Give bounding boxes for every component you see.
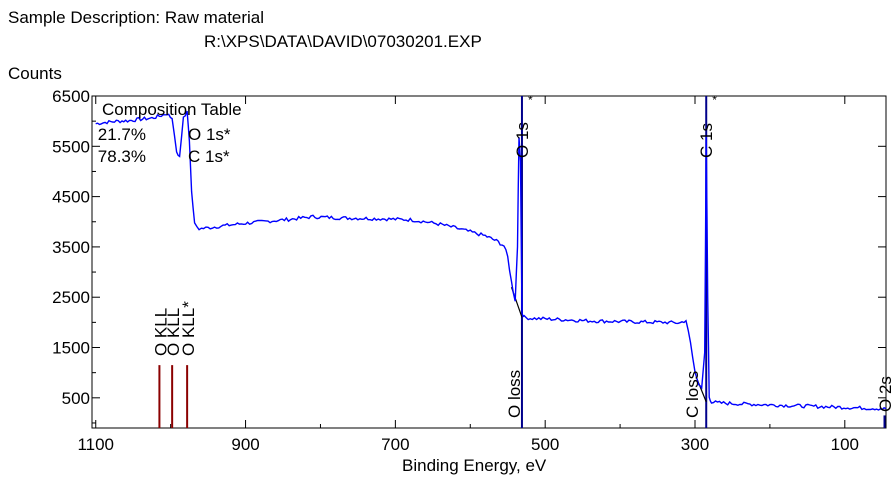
peak-label-o2s: O 2s: [876, 376, 892, 412]
sample-description: Sample Description: Raw material: [8, 8, 265, 27]
peak-markers: [158, 96, 886, 428]
series-group: [95, 110, 887, 411]
y-tick-label: 500: [62, 389, 90, 408]
y-tick-label: 2500: [52, 288, 90, 307]
composition-percent: 21.7%: [98, 125, 146, 144]
file-path: R:\XPS\DATA\DAVID\07030201.EXP: [204, 32, 482, 51]
auger-label: O KLL: [151, 308, 170, 356]
peak-label-c1s: C 1s: [697, 123, 716, 158]
y-axis-label: Counts: [8, 64, 62, 83]
y-tick-label: 1500: [52, 339, 90, 358]
composition-element: C 1s*: [188, 147, 230, 166]
y-tick-label: 4500: [52, 188, 90, 207]
y-tick-label: 6500: [52, 87, 90, 106]
x-axis-label: Binding Energy, eV: [402, 456, 547, 475]
plot-border: [91, 95, 887, 429]
x-tick-label: 1100: [77, 435, 114, 454]
asterisk-mark: *: [528, 93, 533, 107]
y-tick-label: 5500: [52, 137, 90, 156]
peak-label-o1s: O 1s: [513, 122, 532, 158]
x-tick-label: 700: [381, 435, 409, 454]
x-axis: 1100 900 700 500 300 100: [77, 96, 859, 454]
peak-label-c-loss: C loss: [683, 371, 702, 418]
x-tick-label: 100: [831, 435, 859, 454]
composition-title: Composition Table: [102, 100, 242, 119]
peak-label-o-loss: O loss: [505, 370, 524, 418]
x-tick-label: 500: [531, 435, 559, 454]
y-axis: 500 1500 2500 3500 4500 5500 6500: [52, 87, 886, 424]
y-tick-label: 3500: [52, 238, 90, 257]
composition-element: O 1s*: [188, 125, 231, 144]
auger-label: O KLL: [164, 308, 183, 356]
plot-frame: [91, 95, 887, 429]
series-line: [95, 110, 887, 411]
auger-label: O KLL*: [179, 301, 198, 356]
asterisk-mark: *: [712, 93, 717, 107]
x-tick-label: 300: [681, 435, 709, 454]
x-tick-label: 900: [231, 435, 259, 454]
composition-table: Composition Table 21.7% O 1s* 78.3% C 1s*: [98, 100, 242, 166]
composition-percent: 78.3%: [98, 147, 146, 166]
